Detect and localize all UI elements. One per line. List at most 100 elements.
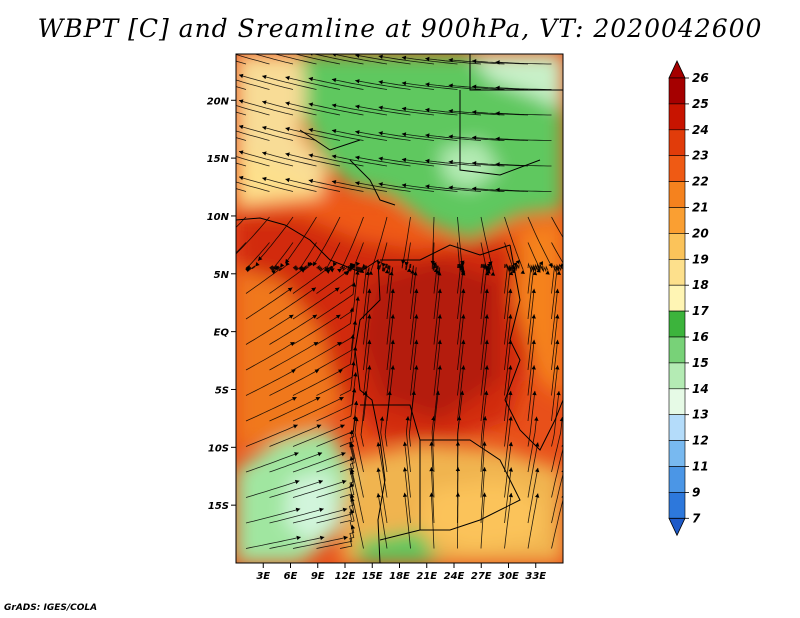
streamline xyxy=(236,181,270,192)
colorbar-label: 24 xyxy=(692,123,709,137)
streamline-arrow xyxy=(484,390,489,395)
streamline-arrow xyxy=(437,314,442,319)
streamline xyxy=(409,263,412,269)
colorbar-swatch xyxy=(668,362,686,390)
streamline xyxy=(425,134,482,141)
streamline-arrow xyxy=(495,111,500,116)
streamline-arrow xyxy=(308,178,314,184)
streamline xyxy=(408,390,415,447)
lon-tick-label: 12E xyxy=(335,571,356,582)
streamline-arrow xyxy=(350,509,355,514)
streamline xyxy=(382,263,388,272)
streamline-arrow xyxy=(239,73,244,79)
streamline xyxy=(430,492,435,549)
streamline xyxy=(339,456,355,498)
streamline xyxy=(378,132,435,141)
streamline-arrow xyxy=(329,268,335,273)
streamline-arrow xyxy=(455,441,461,446)
streamline xyxy=(316,334,354,371)
streamline-arrow xyxy=(532,390,537,396)
streamline xyxy=(480,265,490,294)
streamline-arrow xyxy=(285,75,290,81)
streamline-arrow xyxy=(337,268,342,273)
streamline-arrow xyxy=(307,262,312,267)
streamline xyxy=(339,400,357,447)
streamline xyxy=(405,416,411,473)
streamline xyxy=(432,390,439,447)
streamline-arrow xyxy=(353,400,359,406)
streamline-arrow xyxy=(193,72,198,76)
streamline xyxy=(262,177,317,192)
streamline-arrow xyxy=(429,492,434,497)
colorbar-label: 14 xyxy=(692,382,709,396)
streamline xyxy=(401,133,458,141)
streamline xyxy=(404,467,411,524)
streamline-arrow xyxy=(367,314,372,319)
streamline xyxy=(448,110,505,116)
streamline-arrow xyxy=(555,288,560,294)
streamline xyxy=(405,242,411,271)
streamline xyxy=(292,341,342,371)
streamline-arrow xyxy=(262,100,267,105)
streamline-arrow xyxy=(429,441,434,446)
streamline-arrow xyxy=(455,467,461,471)
streamline xyxy=(363,339,371,396)
colorbar-swatch xyxy=(668,284,686,312)
streamline xyxy=(551,314,559,371)
streamline xyxy=(347,242,364,272)
streamline xyxy=(236,79,270,90)
streamline-arrow xyxy=(390,288,395,294)
streamline-arrow xyxy=(384,269,390,274)
streamline xyxy=(339,482,355,524)
streamline-arrow xyxy=(560,263,563,268)
streamline xyxy=(495,61,552,65)
streamline xyxy=(355,131,411,141)
lat-tick-label: 10S xyxy=(208,443,229,454)
streamline-arrow xyxy=(333,261,337,267)
streamline-arrow xyxy=(341,479,347,485)
streamline xyxy=(316,470,355,498)
streamline xyxy=(351,442,364,498)
streamline-arrow xyxy=(381,262,386,268)
streamline xyxy=(355,156,411,167)
streamline-arrow xyxy=(355,130,360,135)
streamline-arrow xyxy=(472,84,477,89)
streamline-arrow xyxy=(376,467,381,472)
streamline xyxy=(551,417,563,473)
streamline-arrow xyxy=(401,55,407,61)
streamline-arrow xyxy=(295,507,301,512)
streamline xyxy=(448,59,505,65)
colorbar-swatch xyxy=(668,155,686,182)
streamline xyxy=(363,288,371,345)
streamline xyxy=(285,153,341,167)
streamline xyxy=(433,314,441,371)
streamline-arrow xyxy=(457,416,462,421)
streamline-arrow xyxy=(414,314,419,319)
streamline xyxy=(457,265,464,294)
streamline-arrow xyxy=(239,150,244,155)
streamline xyxy=(285,127,341,141)
streamline-arrow xyxy=(495,136,500,141)
streamline xyxy=(245,452,299,473)
chart-title: WBPT [C] and Sreamline at 900hPa, VT: 20… xyxy=(37,14,763,43)
streamline-arrow xyxy=(193,174,198,178)
northeast-cold-zone xyxy=(470,54,563,110)
streamline-arrow xyxy=(216,124,220,128)
streamline-arrow xyxy=(239,124,244,130)
streamline xyxy=(472,137,529,141)
streamline-arrow xyxy=(355,296,360,301)
streamline-arrow xyxy=(448,57,453,63)
streamline-arrow xyxy=(455,492,461,497)
colorbar-label: 26 xyxy=(692,71,709,85)
streamline-arrow xyxy=(349,456,354,461)
streamline xyxy=(527,216,553,268)
colorbar-label: 25 xyxy=(692,97,709,111)
streamline xyxy=(495,163,552,167)
streamline xyxy=(551,262,563,294)
streamline-arrow xyxy=(404,261,409,267)
streamline xyxy=(504,416,512,473)
streamline xyxy=(448,161,505,167)
streamline-arrow xyxy=(378,54,383,59)
streamline-arrow xyxy=(343,535,348,541)
colorbar-swatch xyxy=(668,258,686,286)
